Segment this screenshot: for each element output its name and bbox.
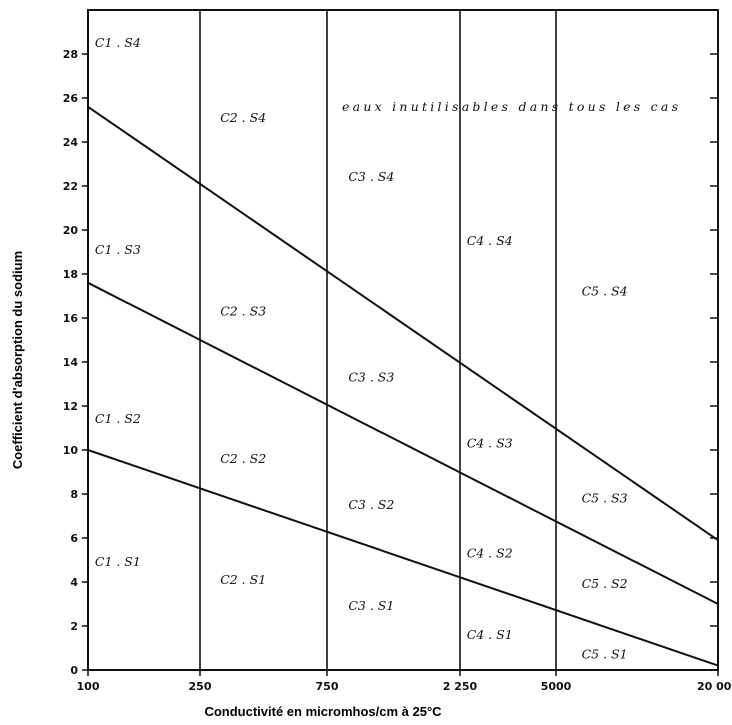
plot-area: [87, 9, 719, 671]
y-tick-label: 4: [70, 576, 78, 589]
zone-label: C3 . S1: [348, 598, 394, 613]
zone-label: C3 . S2: [348, 497, 394, 512]
zone-label: C2 . S4: [220, 110, 266, 125]
zone-label: C4 . S1: [467, 627, 513, 642]
zone-label: C1 . S1: [95, 554, 141, 569]
x-tick-label: 2 250: [443, 680, 478, 693]
y-tick-label: 26: [63, 92, 79, 105]
zone-label: C5 . S2: [582, 576, 628, 591]
zone-label: C3 . S4: [348, 169, 394, 184]
zone-label: C1 . S3: [95, 242, 141, 257]
x-tick-label: 250: [189, 680, 212, 693]
zone-label: C1 . S4: [95, 35, 141, 50]
y-tick-label: 20: [63, 224, 79, 237]
y-tick-label: 0: [70, 664, 78, 677]
zone-label: C4 . S4: [467, 233, 513, 248]
x-tick-label: 100: [77, 680, 100, 693]
zone-label: C5 . S4: [582, 284, 628, 299]
sar-boundary-line: [87, 281, 719, 605]
y-tick-label: 8: [70, 488, 78, 501]
zone-label: C3 . S3: [348, 369, 394, 384]
zone-label: C1 . S2: [95, 411, 141, 426]
zone-label: C2 . S3: [220, 303, 266, 318]
zone-label: C2 . S2: [220, 451, 266, 466]
sar-boundary-line: [87, 449, 719, 667]
plot-frame: [87, 9, 719, 671]
zone-label: C4 . S2: [467, 545, 513, 560]
x-axis-label: Conductivité en micromhos/cm à 25°C: [204, 704, 442, 719]
zone-label: C4 . S3: [467, 435, 513, 450]
boundary-lines: [87, 105, 719, 667]
x-axis-ticks: 100 250 750 2 250 5000 20 000: [77, 670, 732, 693]
y-tick-label: 14: [63, 356, 79, 369]
y-tick-label: 6: [70, 532, 78, 545]
zone-label: C2 . S1: [220, 572, 266, 587]
unusable-water-annotation: eaux inutilisables dans tous les cas: [342, 99, 678, 114]
y-tick-label: 16: [63, 312, 79, 325]
zone-label: C5 . S3: [582, 490, 628, 505]
y-tick-label: 18: [63, 268, 78, 281]
y-tick-label: 10: [63, 444, 79, 457]
y-tick-label: 24: [63, 136, 79, 149]
zone-labels: C1 . S4 C1 . S3 C1 . S2 C1 . S1 C2 . S4 C2 . …: [95, 35, 628, 662]
y-tick-label: 2: [70, 620, 78, 633]
sar-boundary-line: [87, 105, 719, 542]
y-axis-label: Coefficient d'absorption du sodium: [10, 251, 25, 469]
x-tick-label: 750: [316, 680, 339, 693]
y-tick-label: 28: [63, 48, 78, 61]
y-tick-label: 12: [63, 400, 78, 413]
x-tick-label: 20 000: [697, 680, 732, 693]
y-tick-label: 22: [63, 180, 78, 193]
zone-label: C5 . S1: [582, 647, 628, 662]
x-tick-label: 5000: [541, 680, 572, 693]
